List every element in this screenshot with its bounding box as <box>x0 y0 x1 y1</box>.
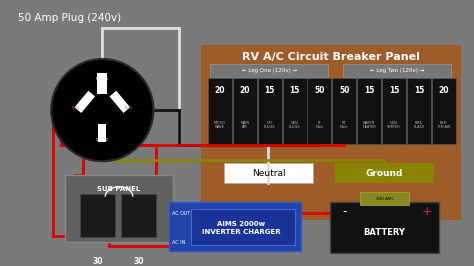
Bar <box>308 78 331 144</box>
Text: HOT2: HOT2 <box>125 106 133 110</box>
Text: 15: 15 <box>264 86 275 95</box>
Bar <box>330 202 438 253</box>
Text: WATER
HEATER: WATER HEATER <box>362 121 376 129</box>
Text: 50: 50 <box>339 86 349 95</box>
Text: GEN
PLUGS: GEN PLUGS <box>289 121 301 129</box>
Text: AC IN: AC IN <box>172 240 185 245</box>
Text: -: - <box>342 205 346 218</box>
Text: BATTERY: BATTERY <box>364 227 405 236</box>
Text: RV A/C Circuit Breaker Panel: RV A/C Circuit Breaker Panel <box>242 52 420 62</box>
Bar <box>169 202 301 251</box>
Bar <box>432 78 456 144</box>
Text: Neutral: Neutral <box>252 169 285 177</box>
Bar <box>65 175 173 242</box>
Bar <box>335 163 434 183</box>
Text: AIMS 2000w
INVERTER CHARGER: AIMS 2000w INVERTER CHARGER <box>201 221 280 235</box>
Text: 20: 20 <box>215 86 225 95</box>
Bar <box>201 45 461 220</box>
Text: 50 Amp Plug (240v): 50 Amp Plug (240v) <box>18 13 121 23</box>
Text: 15: 15 <box>364 86 374 95</box>
Bar <box>80 194 115 237</box>
Text: 20: 20 <box>239 86 250 95</box>
Bar <box>382 78 406 144</box>
Bar <box>121 194 156 237</box>
Bar <box>99 124 106 142</box>
Bar <box>360 192 409 205</box>
Bar <box>74 91 95 113</box>
Text: 50: 50 <box>314 86 325 95</box>
Bar <box>332 78 356 144</box>
Text: HOT1: HOT1 <box>72 106 80 110</box>
Text: 20: 20 <box>438 86 449 95</box>
Bar <box>97 73 107 94</box>
Circle shape <box>51 59 154 161</box>
Bar <box>208 78 232 144</box>
Text: 15: 15 <box>414 86 424 95</box>
Text: GROUND: GROUND <box>96 138 109 142</box>
Text: FIRE
PLACE: FIRE PLACE <box>413 121 425 129</box>
Bar <box>258 78 282 144</box>
Text: 15: 15 <box>389 86 399 95</box>
Bar <box>283 78 307 144</box>
Text: SUB PANEL: SUB PANEL <box>97 186 141 192</box>
Text: 30: 30 <box>92 257 103 266</box>
Text: 30: 30 <box>134 257 144 266</box>
Text: 300 AML: 300 AML <box>375 197 393 201</box>
Text: RT
Main: RT Main <box>340 121 348 129</box>
Text: MICRO
WAVE: MICRO WAVE <box>214 121 226 129</box>
Text: BED
RM AIR: BED RM AIR <box>438 121 450 129</box>
Bar <box>224 163 313 183</box>
Text: ← Leg One (120v) →: ← Leg One (120v) → <box>242 68 297 73</box>
Text: ← Leg Two (120v) →: ← Leg Two (120v) → <box>370 68 424 73</box>
Text: AC OUT: AC OUT <box>172 211 191 216</box>
Text: Ground: Ground <box>366 169 403 177</box>
Text: MAIN
AIR: MAIN AIR <box>240 121 249 129</box>
Text: LT
Main: LT Main <box>315 121 324 129</box>
Bar <box>191 209 295 245</box>
Bar <box>343 64 451 78</box>
Text: +: + <box>421 205 432 218</box>
Bar <box>210 64 328 78</box>
Text: NEUTRAL: NEUTRAL <box>96 77 109 81</box>
Text: CON-
VERTER: CON- VERTER <box>387 121 401 129</box>
Text: 15: 15 <box>289 86 300 95</box>
Bar <box>109 91 130 113</box>
Bar <box>233 78 257 144</box>
Bar <box>407 78 431 144</box>
Text: GFI
PLUGS: GFI PLUGS <box>264 121 275 129</box>
Bar <box>357 78 381 144</box>
